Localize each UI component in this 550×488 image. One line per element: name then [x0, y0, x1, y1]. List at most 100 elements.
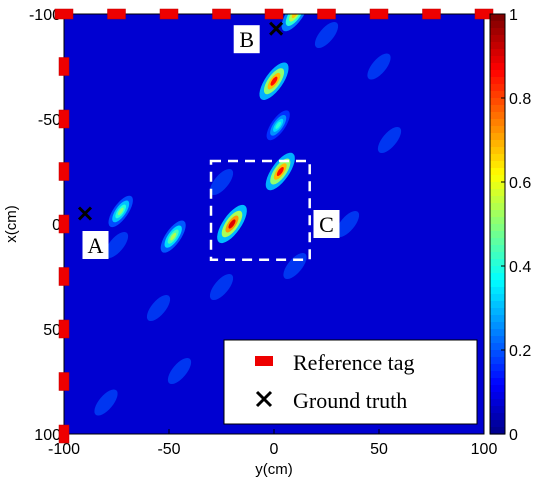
- reference-tag: [58, 372, 70, 391]
- colorbar-segment: [490, 84, 505, 92]
- point-label-box: [313, 210, 340, 238]
- reference-tag: [58, 319, 70, 339]
- reference-tag: [58, 424, 70, 444]
- colorbar-segment: [490, 266, 505, 274]
- colorbar-segment: [490, 42, 505, 50]
- colorbar-segment: [490, 14, 505, 22]
- legend-label-ground-truth: Ground truth: [293, 388, 407, 413]
- colorbar-segment: [490, 224, 505, 232]
- colorbar-segment: [490, 161, 505, 169]
- point-label-text: C: [319, 212, 334, 237]
- ground-truth-marker: [269, 21, 284, 36]
- colorbar-segment: [490, 133, 505, 141]
- reference-tags: [54, 8, 494, 444]
- colorbar-segment: [490, 105, 505, 113]
- legend-label-reference-tag: Reference tag: [293, 350, 415, 375]
- colorbar-segment: [490, 315, 505, 323]
- dashed-box-c: [209, 159, 311, 261]
- heatmap-ripple: [314, 21, 339, 49]
- heatmap-peak: [228, 219, 236, 229]
- reference-tag: [58, 267, 70, 286]
- heatmap-peak: [291, 14, 299, 19]
- legend-box: [223, 339, 478, 425]
- colorbar: 0 0.2 0.4 0.6 0.8 1: [489, 7, 531, 444]
- colorbar-tick-label: 0.2: [509, 343, 531, 360]
- heatmap-peak: [275, 121, 281, 129]
- reference-tag: [212, 8, 231, 20]
- colorbar-segment: [490, 175, 505, 183]
- colorbar-segment: [490, 63, 505, 71]
- colorbar-segment: [490, 385, 505, 393]
- colorbar-segment: [490, 140, 505, 148]
- colorbar-segment: [490, 252, 505, 260]
- point-label-box: [82, 231, 109, 259]
- colorbar-segment: [490, 196, 505, 204]
- colorbar-tick-label: 0.6: [509, 175, 531, 192]
- colorbar-segment: [490, 77, 505, 85]
- colorbar-segment: [490, 413, 505, 421]
- colorbar-segment: [490, 420, 505, 428]
- legend-truth-marker: [255, 390, 273, 408]
- colorbar-segment: [490, 91, 505, 99]
- colorbar-segment: [490, 308, 505, 316]
- heatmap-peak: [276, 166, 284, 177]
- colorbar-segment: [490, 203, 505, 211]
- reference-tag: [58, 57, 70, 76]
- reference-tag: [58, 162, 70, 181]
- colorbar-segment: [490, 98, 505, 106]
- x-tick-label: -50: [157, 441, 180, 458]
- colorbar-segment: [490, 217, 505, 225]
- colorbar-tick-label: 0.8: [509, 91, 531, 108]
- colorbar-tick-label: 1: [509, 7, 518, 24]
- colorbar-segment: [490, 336, 505, 344]
- reference-tag: [54, 8, 74, 20]
- colorbar-segment: [490, 182, 505, 190]
- heatmap-ripple: [209, 168, 234, 196]
- heatmap-ripple: [209, 273, 234, 301]
- y-axis-label: x(cm): [3, 205, 20, 243]
- heatmap-ripple: [377, 126, 402, 154]
- colorbar-segment: [490, 210, 505, 218]
- y-tick-label: 50: [43, 322, 61, 339]
- y-tick-label: -100: [29, 7, 61, 24]
- colorbar-segment: [490, 287, 505, 295]
- colorbar-segment: [490, 259, 505, 267]
- colorbar-segment: [490, 35, 505, 43]
- colorbar-tick-label: 0: [509, 427, 518, 444]
- reference-tag: [159, 8, 179, 20]
- point-label-text: A: [88, 233, 104, 258]
- legend-tag-marker: [255, 356, 273, 366]
- x-tick-label: -100: [48, 441, 80, 458]
- colorbar-segment: [490, 343, 505, 351]
- reference-tag: [58, 109, 70, 129]
- reference-tag: [317, 8, 336, 20]
- colorbar-segment: [490, 119, 505, 127]
- reference-tag: [107, 8, 126, 20]
- colorbar-segment: [490, 189, 505, 197]
- colorbar-segment: [490, 427, 505, 435]
- heatmap-peak: [170, 232, 177, 241]
- colorbar-segment: [490, 238, 505, 246]
- colorbar-frame: [489, 13, 506, 435]
- heatmap-peak: [270, 76, 278, 86]
- heatmap-ripple: [335, 210, 360, 238]
- colorbar-segment: [490, 371, 505, 379]
- dashed-box-rect: [209, 159, 311, 261]
- colorbar-segment: [490, 280, 505, 288]
- reference-tag: [264, 8, 284, 20]
- ground-truth-marker: [77, 206, 93, 221]
- colorbar-segment: [490, 350, 505, 358]
- point-label-box: [233, 25, 260, 54]
- y-tick-label: 100: [34, 427, 61, 444]
- reference-tag: [422, 8, 441, 20]
- heatmap-ripple: [367, 53, 391, 80]
- heatmap-ripple: [167, 357, 192, 385]
- colorbar-segment: [490, 378, 505, 386]
- colorbar-segment: [490, 322, 505, 330]
- colorbar-segment: [490, 28, 505, 36]
- colorbar-segment: [490, 392, 505, 400]
- colorbar-segment: [490, 56, 505, 64]
- colorbar-segment: [490, 245, 505, 253]
